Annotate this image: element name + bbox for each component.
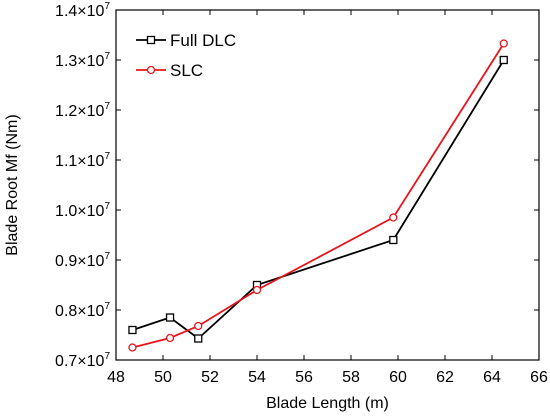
data-point [499, 39, 508, 48]
y-tick-label: 1.3×107 [55, 51, 110, 70]
x-tick-label: 66 [530, 369, 548, 386]
data-point [252, 285, 262, 295]
data-point [389, 235, 398, 245]
series-full-dlc [128, 55, 508, 343]
x-axis-title: Blade Length (m) [266, 395, 389, 412]
x-tick-label: 56 [295, 369, 313, 386]
y-axis-title: Blade Root Mf (Nm) [4, 114, 21, 255]
series-slc [128, 39, 508, 352]
series-line [132, 59, 505, 340]
y-tick-label: 1.4×107 [55, 1, 110, 20]
legend: Full DLC SLC [136, 31, 236, 80]
tick-labels: 48 50 52 54 56 58 60 62 64 66 0.7×107 0.8×107 0.9×10… [55, 1, 548, 386]
data-point [128, 325, 137, 335]
plot-frame [115, 9, 540, 361]
data-point [194, 321, 203, 331]
x-tick-label: 62 [436, 369, 454, 386]
y-tick-label: 1.1×107 [55, 151, 110, 170]
x-tick-label: 54 [248, 369, 266, 386]
data-point [499, 55, 508, 65]
data-point [128, 343, 137, 352]
y-tick-label: 0.7×107 [55, 351, 110, 370]
series-line [132, 43, 505, 349]
legend-marker [146, 35, 156, 45]
y-tick-label: 1.2×107 [55, 101, 110, 120]
x-tick-label: 58 [342, 369, 360, 386]
x-tick-label: 64 [483, 369, 501, 386]
x-tick-label: 50 [154, 369, 172, 386]
axes [115, 9, 540, 361]
x-tick-label: 52 [201, 369, 219, 386]
x-tick-label: 48 [107, 369, 125, 386]
legend-label: SLC [170, 61, 203, 80]
y-tick-label: 0.8×107 [55, 301, 110, 320]
data-point [165, 313, 175, 322]
data-point [165, 333, 175, 343]
legend-label: Full DLC [170, 31, 236, 50]
series-lines [128, 39, 508, 352]
data-point [389, 213, 398, 222]
x-tick-label: 60 [389, 369, 407, 386]
legend-marker [146, 65, 156, 75]
y-tick-label: 1.0×107 [55, 201, 110, 220]
data-point [194, 334, 203, 343]
y-tick-label: 0.9×107 [55, 251, 110, 270]
